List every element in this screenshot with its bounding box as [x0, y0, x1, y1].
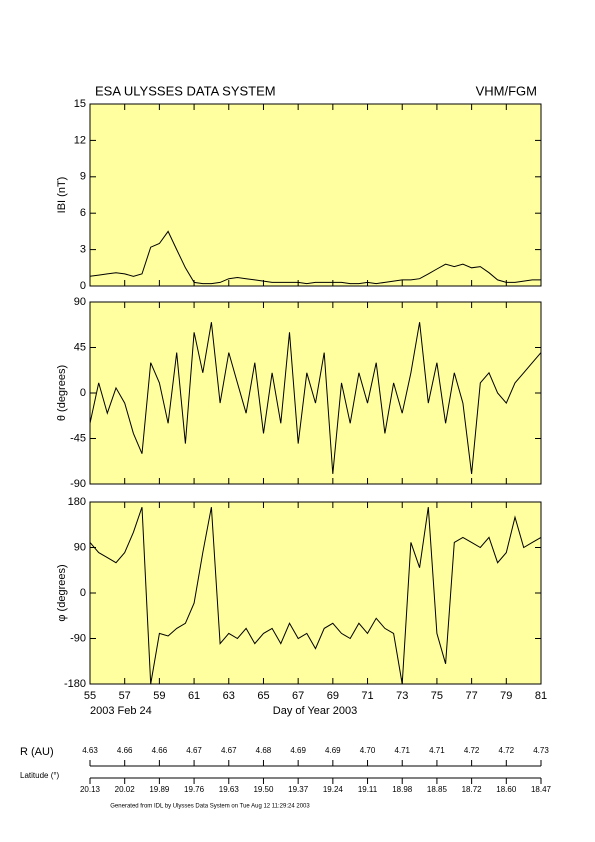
y-tick-label: 45: [74, 341, 86, 353]
latitude-value: 19.76: [184, 785, 205, 794]
y-tick-label: -90: [70, 632, 86, 644]
x-tick-label: 77: [465, 690, 477, 702]
r-value: 4.67: [221, 746, 237, 755]
x-tick-label: 69: [327, 690, 339, 702]
r-value: 4.71: [394, 746, 410, 755]
x-tick-label: 67: [292, 690, 304, 702]
y-tick-label: 12: [74, 134, 86, 146]
r-value: 4.71: [429, 746, 445, 755]
x-tick-label: 55: [84, 690, 96, 702]
r-value: 4.66: [117, 746, 133, 755]
r-value: 4.66: [152, 746, 168, 755]
latitude-value: 19.37: [288, 785, 309, 794]
y-tick-label: -90: [70, 478, 86, 490]
x-tick-label: 65: [257, 690, 269, 702]
latitude-value: 18.47: [531, 785, 552, 794]
y-tick-label: 15: [74, 98, 86, 110]
latitude-value: 18.85: [427, 785, 448, 794]
x-tick-label: 71: [361, 690, 373, 702]
y-axis-label: θ (degrees): [56, 365, 68, 421]
y-tick-label: 9: [80, 171, 86, 183]
y-tick-label: 6: [80, 207, 86, 219]
r-value: 4.70: [360, 746, 376, 755]
r-value: 4.72: [499, 746, 515, 755]
x-tick-label: 81: [535, 690, 547, 702]
y-tick-label: -180: [64, 678, 86, 690]
x-tick-label: 57: [119, 690, 131, 702]
y-tick-label: 0: [80, 587, 86, 599]
chart-title: ESA ULYSSES DATA SYSTEM: [95, 83, 276, 98]
y-axis-label: IBI (nT): [56, 177, 68, 214]
data-line: [89, 506, 542, 685]
latitude-value: 18.72: [462, 785, 483, 794]
y-tick-label: 3: [80, 244, 86, 256]
x-tick-label: 73: [396, 690, 408, 702]
latitude-label: Latitude (°): [20, 771, 60, 780]
y-tick-label: 180: [68, 496, 86, 508]
r-value: 4.69: [290, 746, 306, 755]
r-value: 4.73: [533, 746, 549, 755]
y-tick-label: 90: [74, 541, 86, 553]
latitude-value: 19.63: [219, 785, 240, 794]
r-label: R (AU): [20, 746, 54, 758]
latitude-value: 18.60: [496, 785, 517, 794]
plot-area: [89, 301, 542, 485]
latitude-value: 20.13: [80, 785, 101, 794]
r-value: 4.69: [325, 746, 341, 755]
latitude-value: 20.02: [115, 785, 136, 794]
latitude-value: 19.89: [149, 785, 170, 794]
r-value: 4.67: [186, 746, 202, 755]
r-value: 4.68: [256, 746, 272, 755]
y-axis-label: φ (degrees): [56, 564, 68, 621]
footer: Generated from IDL by Ulysses Data Syste…: [110, 804, 310, 810]
x-tick-label: 63: [223, 690, 235, 702]
latitude-value: 18.98: [392, 785, 413, 794]
y-tick-label: -45: [70, 432, 86, 444]
data-line: [89, 322, 542, 474]
data-line: [89, 230, 541, 285]
r-value: 4.72: [464, 746, 480, 755]
r-value: 4.63: [82, 746, 98, 755]
y-tick-label: 90: [74, 296, 86, 308]
y-tick-label: 0: [80, 387, 86, 399]
x-tick-label: 79: [500, 690, 512, 702]
plot-area: [89, 103, 542, 287]
latitude-value: 19.11: [358, 785, 378, 794]
y-tick-label: 0: [80, 280, 86, 292]
instrument: VHM/FGM: [476, 83, 537, 98]
latitude-value: 19.24: [323, 785, 344, 794]
plot-area: [89, 501, 542, 685]
latitude-value: 19.50: [253, 785, 274, 794]
x-tick-label: 75: [431, 690, 443, 702]
x-tick-label: 61: [188, 690, 200, 702]
date-label: 2003 Feb 24: [90, 705, 152, 717]
x-tick-label: 59: [153, 690, 165, 702]
x-axis-label: Day of Year 2003: [273, 705, 357, 717]
